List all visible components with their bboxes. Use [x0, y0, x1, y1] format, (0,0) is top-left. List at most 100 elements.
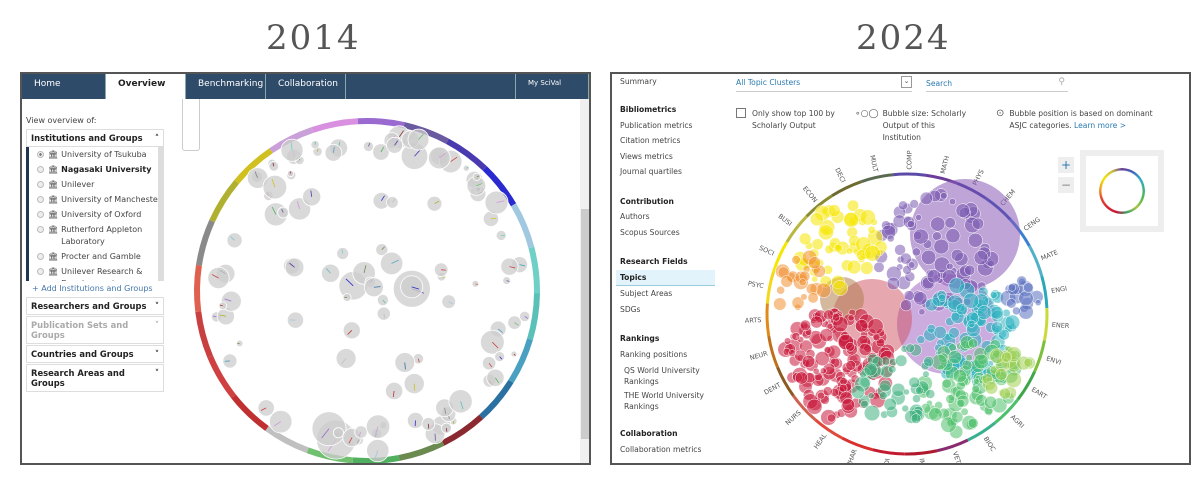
tab-my-scival[interactable]: My SciVal — [516, 74, 589, 99]
topic-bubble — [879, 379, 892, 392]
topic-bubble — [984, 395, 998, 409]
topic-bubble — [791, 296, 805, 310]
menu-item[interactable]: Publication metrics — [620, 120, 693, 130]
section-institutions[interactable]: Institutions and Groups ˄ — [26, 129, 164, 147]
section-countries-and-groups[interactable]: Countries and Groups ˅ — [26, 345, 164, 363]
menu-item[interactable]: Subject Areas — [620, 289, 673, 298]
menu-summary[interactable]: Summary — [620, 77, 657, 86]
institution-item[interactable]: 🏛 University of Oxford — [29, 207, 164, 222]
topic-bubble — [972, 217, 984, 230]
menu-heading: Research Fields — [620, 257, 688, 266]
menu-item[interactable]: Journal quartiles — [620, 167, 682, 176]
topic-bubble — [806, 398, 823, 415]
ring-label: ENVI — [1045, 354, 1062, 366]
bubble-indicator — [497, 328, 503, 333]
section-research-areas-and-groups[interactable]: Research Areas and Groups ˅ — [26, 364, 164, 392]
menu-item[interactable]: Collaboration metrics — [620, 444, 702, 454]
institution-item[interactable]: 🏛 University of Manchester — [29, 192, 164, 207]
zoom-in-button[interactable]: + — [1058, 157, 1074, 173]
radio-button[interactable] — [37, 151, 44, 158]
radio-button[interactable] — [37, 166, 44, 173]
menu-item[interactable]: Topics — [616, 269, 715, 286]
institution-item[interactable]: 🏛 Unilever — [29, 177, 164, 192]
bubble-indicator — [413, 383, 416, 391]
bubble-indicator — [374, 450, 379, 459]
ring-segment — [510, 203, 535, 249]
zoom-out-button[interactable]: − — [1058, 177, 1074, 193]
topic-bubble — [912, 228, 929, 245]
topic-bubble — [814, 351, 830, 367]
menu-item[interactable]: Citation metrics — [620, 136, 681, 145]
menu-item[interactable]: Authors — [620, 212, 650, 221]
tab-overview[interactable]: Overview — [106, 74, 186, 99]
radio-button[interactable] — [37, 181, 44, 188]
menu-item[interactable]: Views metrics — [620, 151, 673, 161]
menu-item[interactable]: Scopus Sources — [620, 227, 680, 237]
menu-item[interactable]: QS World University Rankings — [624, 366, 700, 386]
section-researchers-and-groups[interactable]: Researchers and Groups ˅ — [26, 297, 164, 315]
topic-bubble — [912, 394, 921, 403]
minimap[interactable] — [1080, 150, 1164, 232]
topic-bubble — [798, 232, 812, 246]
research-bubble — [510, 350, 518, 358]
list-scrollbar[interactable] — [158, 147, 164, 281]
ring-label: NURS — [784, 409, 803, 427]
topic-bubble — [933, 325, 947, 339]
topic-bubble — [1008, 283, 1017, 292]
add-institutions-link[interactable]: + Add Institutions and Groups — [32, 284, 153, 293]
bubble-indicator — [418, 133, 424, 140]
chevron-up-icon: ˄ — [154, 133, 159, 143]
tab-home[interactable]: Home — [22, 74, 106, 99]
ring-segment — [785, 215, 808, 243]
bubble-indicator — [476, 183, 483, 187]
institution-item[interactable]: 🏛 University of Tsukuba — [29, 147, 164, 162]
menu-item[interactable]: THE World University Rankings — [624, 391, 705, 411]
scival-2024-screenshot: Summary Bibliometrics Publication metrics… — [610, 72, 1191, 465]
ring-label: DENT — [763, 381, 783, 397]
topic-bubble — [838, 383, 848, 393]
topic-cluster-dropdown[interactable]: All Topic Clusters ⌄ — [736, 76, 912, 92]
learn-more-link[interactable]: Learn more > — [1074, 121, 1127, 130]
bubble-indicator — [448, 301, 454, 305]
research-bubble — [500, 257, 519, 276]
radio-button[interactable] — [37, 268, 44, 275]
radio-button[interactable] — [37, 226, 44, 233]
topic-bubble — [872, 333, 881, 342]
chevron-down-icon[interactable]: ⌄ — [901, 76, 912, 88]
top100-label: Only show top 100 by Scholarly Output — [752, 109, 835, 130]
institution-item[interactable]: 🏛 Rutherford Appleton Laboratory — [29, 222, 164, 249]
tab-collaboration[interactable]: Collaboration — [266, 74, 346, 99]
search-input[interactable]: Search ⚲ — [926, 76, 1068, 92]
tab-benchmarking[interactable]: Benchmarking — [186, 74, 266, 99]
institution-item[interactable]: 🏛 Nagasaki University — [29, 162, 164, 177]
ring-label: BIOC — [982, 435, 998, 453]
topic-bubble — [921, 249, 937, 265]
checkbox[interactable] — [736, 108, 746, 118]
institution-icon: 🏛 — [48, 150, 59, 159]
bubble-indicator — [296, 201, 300, 210]
section-publication-sets-and-groups[interactable]: Publication Sets and Groups ˅ — [26, 316, 164, 344]
topic-bubble — [800, 293, 808, 301]
radio-button[interactable] — [37, 211, 44, 218]
bubble-indicator — [363, 265, 367, 274]
scroll-thumb[interactable] — [581, 209, 589, 439]
bubble-indicator — [348, 437, 353, 444]
radio-button[interactable] — [37, 196, 44, 203]
institution-item[interactable]: 🏛Unilever Research & Development — [29, 264, 164, 281]
institution-item[interactable]: 🏛 Procter and Gamble — [29, 249, 164, 264]
topic-bubble — [864, 245, 881, 262]
zoom-slider[interactable] — [182, 99, 200, 151]
bubble-indicator — [271, 179, 276, 188]
ring-segment — [994, 398, 1020, 424]
bubble-indicator — [391, 259, 399, 264]
page-scrollbar[interactable] — [580, 99, 589, 463]
top100-checkbox-option[interactable]: Only show top 100 by Scholarly Output — [736, 108, 842, 132]
top-nav: Home Overview Benchmarking Collaboration… — [22, 74, 589, 99]
bubble-indicator — [381, 195, 385, 201]
menu-item[interactable]: Ranking positions — [620, 349, 688, 359]
ring-label: PHAR — [845, 448, 859, 465]
menu-item[interactable]: SDGs — [620, 304, 641, 314]
bubble-indicator — [404, 362, 406, 370]
radio-button[interactable] — [37, 253, 44, 260]
topic-bubble — [867, 318, 884, 335]
